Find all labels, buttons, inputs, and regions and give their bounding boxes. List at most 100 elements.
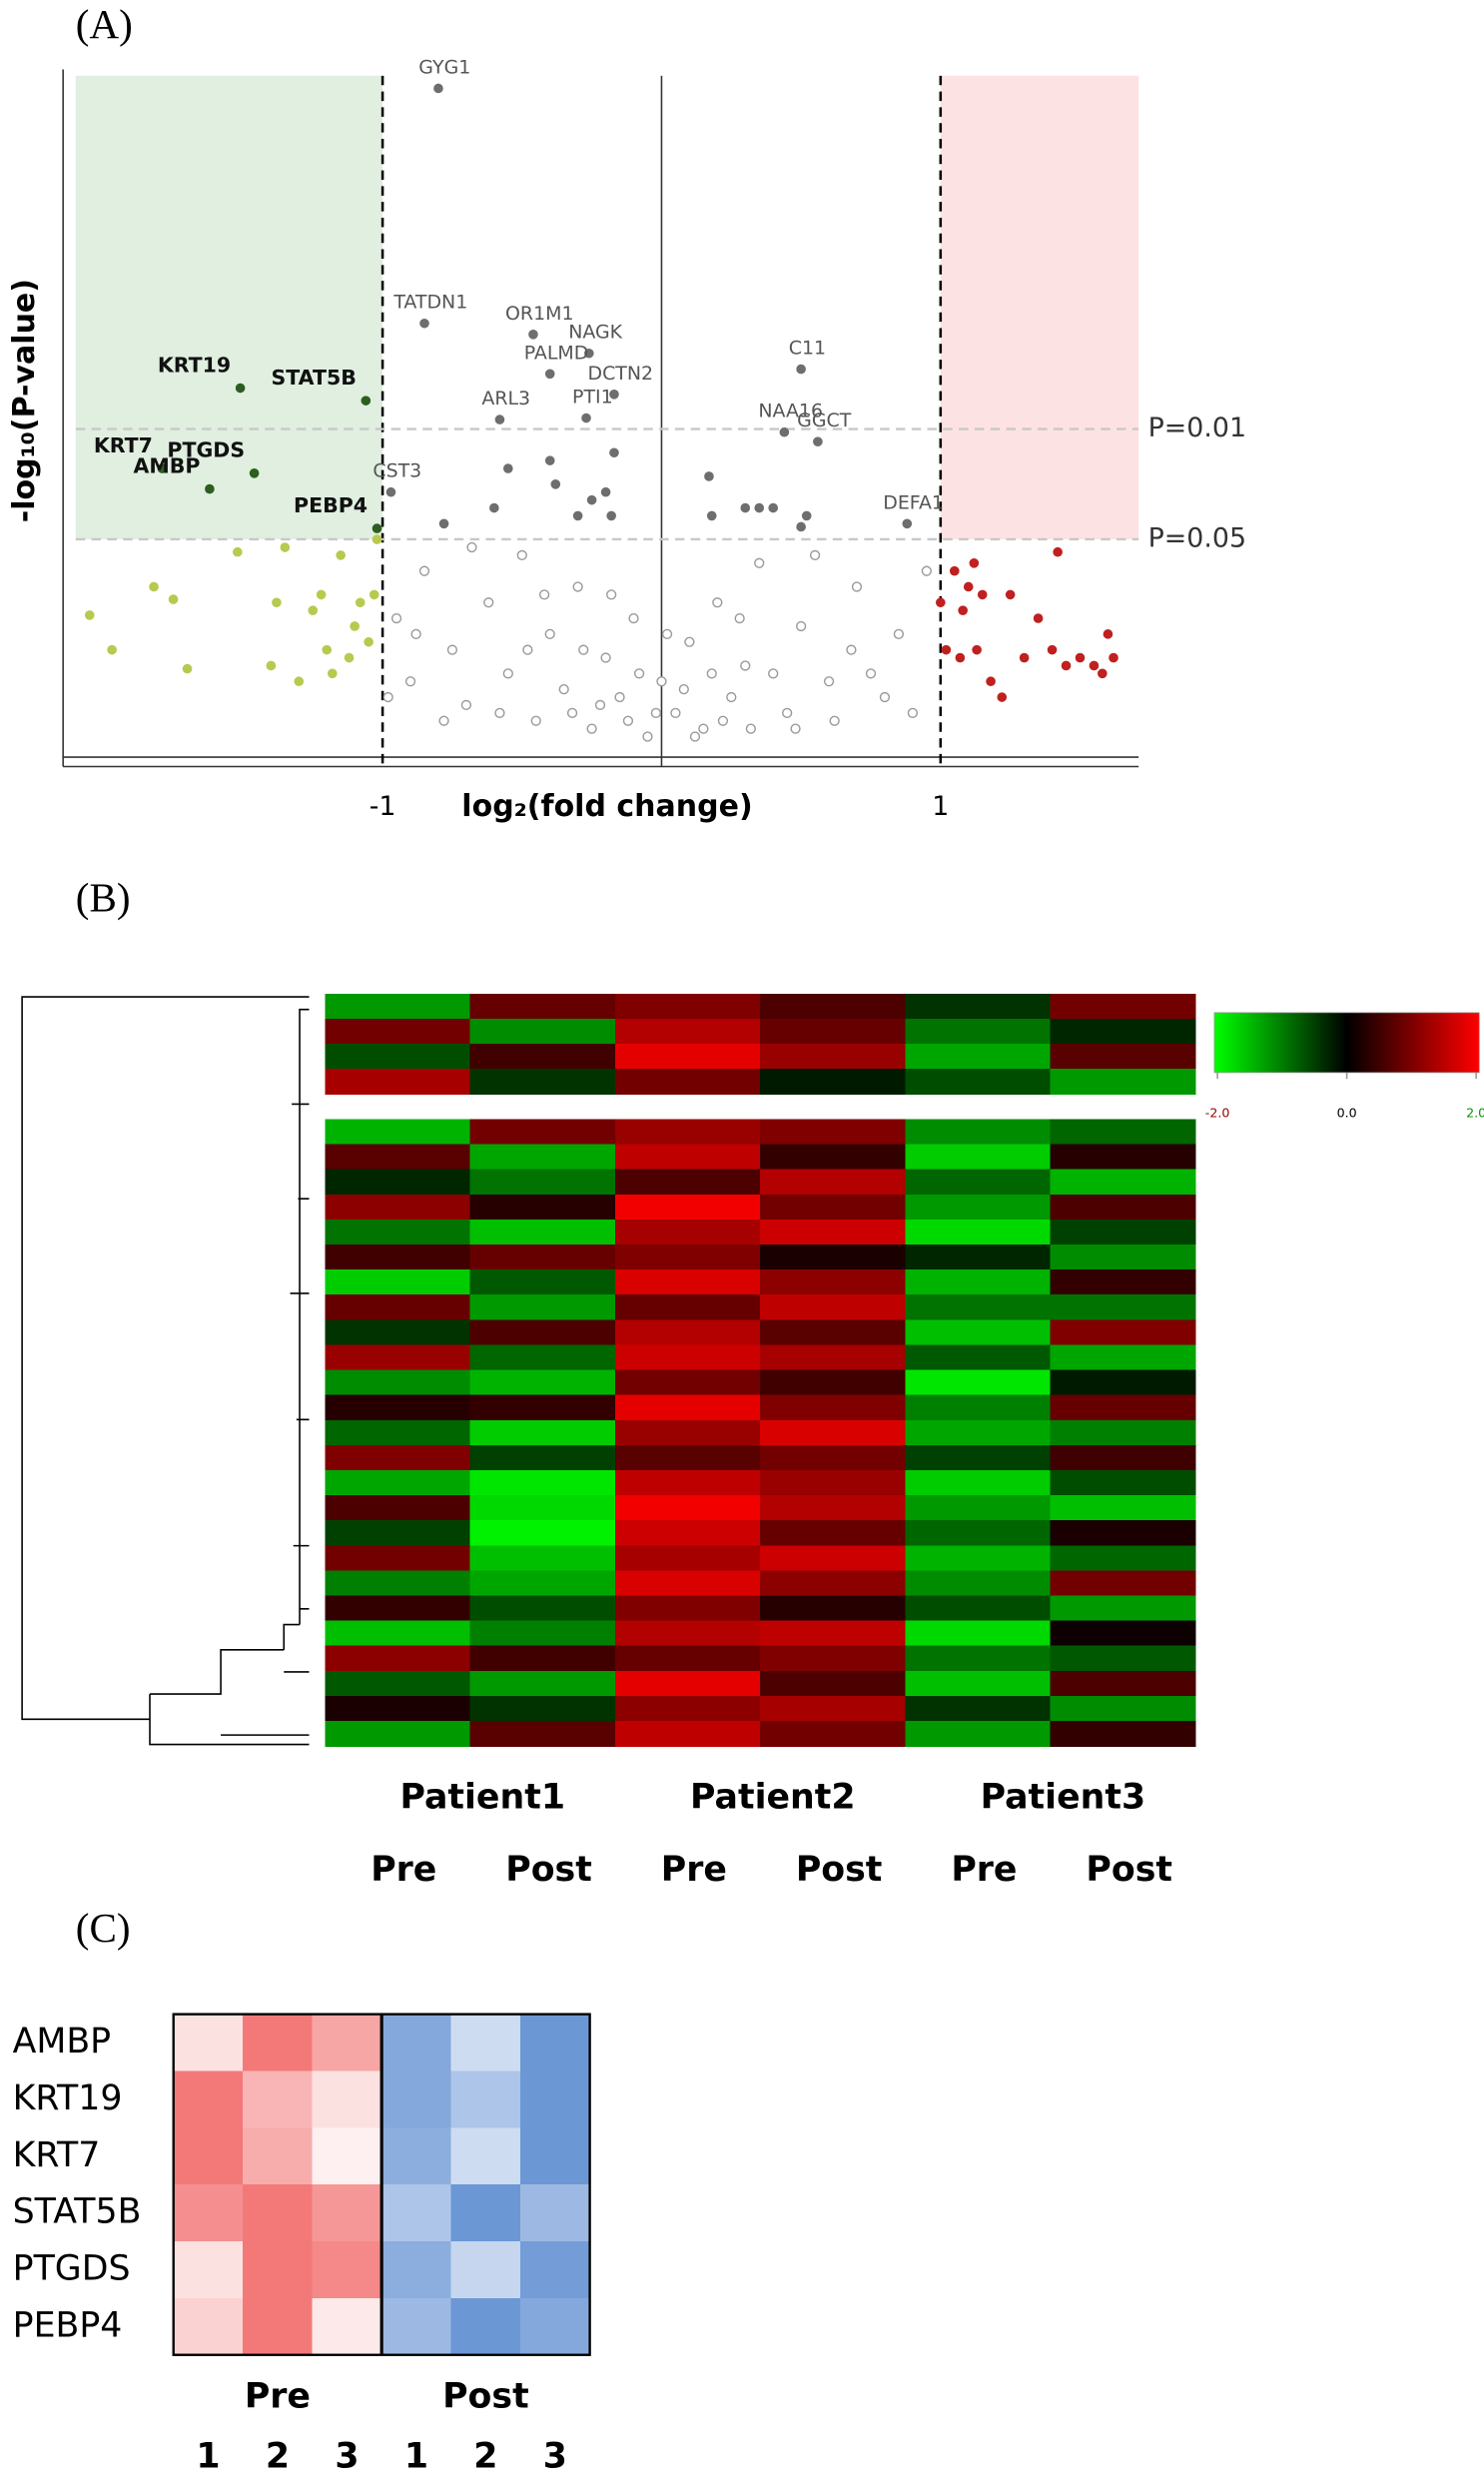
heat-cell	[760, 1545, 907, 1572]
group-label: Pre	[245, 2376, 311, 2416]
heat-cell	[325, 993, 471, 1020]
column-label: Post	[505, 1850, 592, 1890]
point	[712, 597, 723, 608]
heat-cell	[905, 993, 1052, 1020]
heat-cell	[325, 1695, 471, 1722]
heat-cell	[614, 1469, 761, 1496]
point-label: PALMD	[524, 342, 589, 364]
column-label: Pre	[951, 1850, 1017, 1890]
heat-cell	[1050, 1670, 1196, 1697]
heat-cell	[381, 2297, 452, 2356]
heat-cell	[905, 1419, 1052, 1446]
heat-cell	[905, 1344, 1052, 1371]
point	[1061, 660, 1072, 671]
point	[418, 565, 430, 576]
heat-cell	[614, 1269, 761, 1295]
heat-cell	[325, 1044, 471, 1070]
heat-cell	[614, 1595, 761, 1622]
point	[670, 707, 681, 718]
heat-cell	[905, 1244, 1052, 1270]
point	[107, 644, 117, 655]
heat-cell	[173, 2127, 244, 2185]
point	[336, 550, 347, 560]
point-label: STAT5B	[271, 366, 356, 390]
heat-cell	[450, 2127, 521, 2185]
point	[614, 691, 625, 703]
heat-cell	[1050, 1394, 1196, 1421]
point	[1075, 652, 1086, 663]
point	[205, 483, 215, 494]
group-label: Patient2	[690, 1777, 856, 1817]
x-tick-label: 1	[932, 791, 949, 822]
point-label: KRT19	[158, 353, 231, 377]
heat-cell	[173, 2297, 244, 2356]
heat-cell	[325, 1721, 471, 1747]
heat-cell	[1050, 1144, 1196, 1171]
point	[522, 644, 533, 655]
heat-cell	[469, 1269, 616, 1295]
heat-cell	[325, 1019, 471, 1045]
heat-cell	[1050, 1469, 1196, 1496]
point	[865, 668, 877, 679]
point	[1089, 660, 1100, 671]
x-axis-label: log₂(fold change)	[461, 789, 752, 824]
point	[704, 471, 714, 481]
point	[502, 463, 513, 473]
point	[516, 549, 527, 561]
heat-cell	[469, 1419, 616, 1446]
heat-cell	[760, 1369, 907, 1396]
point	[796, 620, 807, 632]
point	[157, 463, 168, 473]
point	[622, 715, 634, 726]
point	[958, 605, 968, 615]
heat-cell	[905, 1119, 1052, 1146]
point	[846, 644, 857, 655]
point	[986, 676, 996, 687]
point	[460, 699, 472, 711]
heat-cell	[905, 1169, 1052, 1196]
point	[997, 692, 1008, 702]
heat-cell	[614, 1369, 761, 1396]
heat-cell	[1050, 1294, 1196, 1320]
heat-cell	[614, 1044, 761, 1070]
heat-cell	[325, 1670, 471, 1697]
point	[768, 668, 779, 679]
colorbar-tick-label: -2.0	[1205, 1105, 1230, 1120]
heat-cell	[614, 1495, 761, 1521]
group-label: Patient1	[399, 1777, 565, 1817]
heat-cell	[1050, 1319, 1196, 1346]
point	[390, 612, 402, 624]
heat-cell	[905, 1194, 1052, 1221]
heat-cell	[325, 1119, 471, 1146]
point-label: PEBP4	[294, 493, 368, 517]
x-tick-label: -1	[370, 791, 396, 822]
point	[851, 581, 863, 592]
point	[1098, 668, 1108, 679]
panel-label: (A)	[76, 1, 133, 47]
down-region	[75, 75, 383, 539]
point	[734, 612, 745, 624]
heat-cell	[469, 1595, 616, 1622]
point	[684, 636, 695, 647]
heat-cell	[469, 1721, 616, 1747]
heat-cell	[905, 1019, 1052, 1045]
heat-cell	[1050, 1545, 1196, 1572]
heat-cell	[614, 1520, 761, 1546]
heat-cell	[1050, 1570, 1196, 1597]
heatmap-border	[172, 2013, 591, 2356]
point	[572, 510, 583, 521]
heat-cell	[760, 1595, 907, 1622]
p-threshold-label: P=0.05	[1148, 522, 1246, 553]
point	[586, 723, 597, 734]
colorbar-tick-label: 0.0	[1337, 1105, 1357, 1120]
column-label: 3	[335, 2436, 359, 2476]
heat-cell	[325, 1495, 471, 1521]
point	[963, 581, 974, 592]
column-label: 1	[404, 2436, 428, 2476]
heat-cell	[325, 1069, 471, 1095]
heat-cell	[1050, 1645, 1196, 1672]
point	[921, 565, 932, 576]
heat-cell	[905, 1495, 1052, 1521]
point	[404, 676, 416, 687]
